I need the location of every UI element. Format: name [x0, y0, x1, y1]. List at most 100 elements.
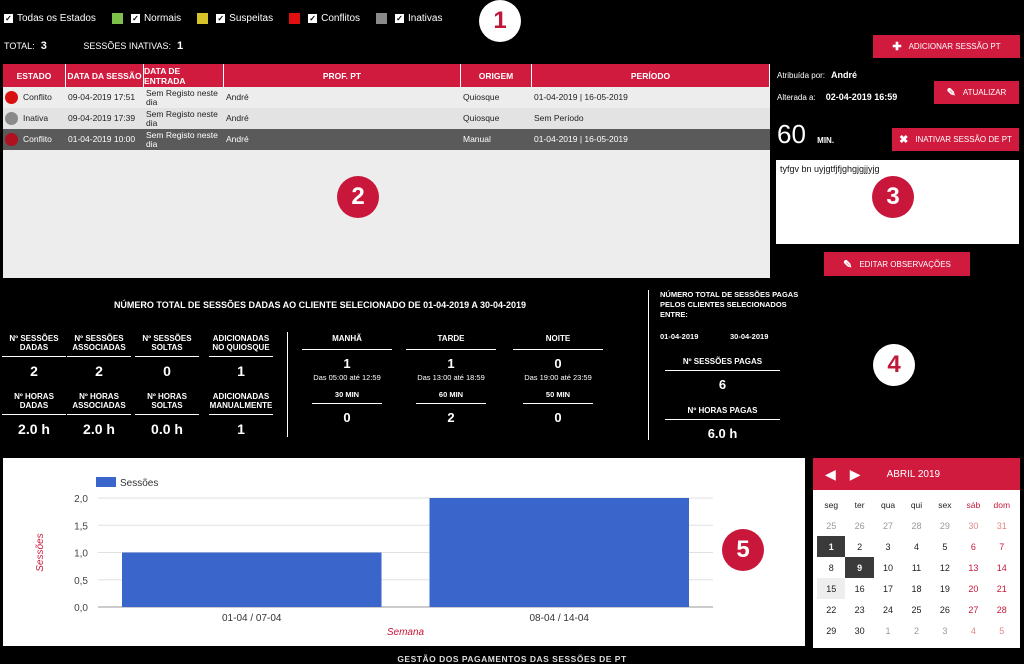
deactivate-session-button[interactable]: ✖ Inativar sessão de PT	[892, 128, 1019, 151]
calendar-day[interactable]: 24	[883, 604, 894, 615]
sessions-bar-chart: 0,0 0,5 1,0 1,5 2,0 01-04 / 07-04 08-04 / 14-0…	[35, 477, 713, 638]
inactive-sessions-value: 1	[177, 40, 184, 52]
calendar-day[interactable]: 2	[857, 541, 863, 552]
calendar-day[interactable]: 4	[913, 541, 919, 552]
sessions-chart: 0,0 0,5 1,0 1,5 2,0 01-04 / 07-04 08-04 / 14-0…	[3, 458, 805, 646]
filter-item[interactable]: ✓ Normais	[111, 12, 182, 24]
period-value: 1	[343, 356, 351, 371]
calendar-day[interactable]: 29	[939, 520, 950, 531]
add-session-button[interactable]: ✚ Adicionar sessão PT	[873, 35, 1020, 58]
calendar-day[interactable]: 1	[817, 536, 846, 557]
filter-label: Normais	[143, 12, 182, 24]
period-minutes-label: 50 MIN	[523, 390, 593, 404]
filter-item[interactable]: ✓ Todas os Estados	[4, 13, 96, 24]
bar	[122, 552, 382, 607]
calendar-day[interactable]: 5	[942, 541, 948, 552]
calendar-day[interactable]: 23	[854, 604, 865, 615]
calendar-day[interactable]: 5	[999, 625, 1005, 636]
filter-checkbox[interactable]: ✓	[308, 13, 318, 23]
x-axis-label: Semana	[387, 627, 425, 638]
calendar-day[interactable]: 17	[883, 583, 894, 594]
prev-month-icon[interactable]: ◀	[825, 465, 836, 482]
column-header[interactable]: DATA DE ENTRADA	[144, 64, 224, 87]
annotation-badge-4: 4	[873, 344, 915, 386]
calendar-day[interactable]: 13	[968, 562, 979, 573]
calendar-day[interactable]: 30	[968, 520, 979, 531]
calendar-day[interactable]: 25	[911, 604, 922, 615]
calendar-day[interactable]: 31	[996, 520, 1007, 531]
column-header[interactable]: ORIGEM	[461, 64, 532, 87]
calendar-day[interactable]: 1	[885, 625, 891, 636]
table-row[interactable]: Conflito 01-04-2019 10:00 Sem Registo nest…	[3, 129, 770, 150]
table-row[interactable]: Conflito 09-04-2019 17:51 Sem Registo nest…	[3, 87, 770, 108]
calendar-day[interactable]: 3	[885, 541, 891, 552]
assigned-by-value: André	[831, 70, 858, 80]
filter-item[interactable]: ✓ Suspeitas	[197, 12, 273, 24]
edit-observations-button[interactable]: ✎ Editar observações	[824, 252, 970, 276]
calendar-day[interactable]: 11	[911, 562, 922, 573]
stat-cell: Nº SESSÕES DADAS 2	[2, 332, 66, 379]
stat-cell: Nº HORAS ASSOCIADAS 2.0 h	[67, 390, 131, 437]
calendar-day[interactable]: 2	[913, 625, 919, 636]
calendar-day[interactable]: 26	[939, 604, 950, 615]
sessions-table: ESTADO DATA DA SESSÃO DATA DE ENTRADA PROF.…	[3, 64, 770, 278]
calendar-day[interactable]: 28	[911, 520, 922, 531]
weekday-header: dom	[993, 499, 1011, 510]
period-minutes-value: 0	[343, 410, 351, 425]
calendar-day[interactable]: 19	[939, 583, 950, 594]
calendar-day[interactable]: 22	[826, 604, 837, 615]
calendar-day[interactable]: 4	[970, 625, 976, 636]
stat-cell: Nº HORAS DADAS 2.0 h	[2, 390, 66, 437]
calendar-day[interactable]: 28	[996, 604, 1007, 615]
sessions-statistics: NÚMERO TOTAL DE SESSÕES DADAS AO CLIENTE…	[0, 284, 1024, 454]
filter-item[interactable]: ✓ Conflitos	[289, 12, 360, 24]
calendar-day[interactable]: 9	[845, 557, 874, 578]
table-row[interactable]: Inativa 09-04-2019 17:39 Sem Registo neste…	[3, 108, 770, 129]
period-value: 1	[447, 356, 455, 371]
stat-value: 2	[95, 363, 103, 379]
calendar-day[interactable]: 12	[939, 562, 950, 573]
table-cell: 09-04-2019 17:39	[68, 113, 136, 123]
calendar-day[interactable]: 6	[970, 541, 976, 552]
calendar-day[interactable]: 21	[996, 583, 1007, 594]
update-button[interactable]: ✎ Atualizar	[934, 81, 1019, 104]
filter-checkbox[interactable]: ✓	[4, 13, 13, 23]
filter-item[interactable]: ✓ Inativas	[376, 12, 443, 24]
column-header[interactable]: ESTADO	[3, 64, 66, 87]
calendar-day[interactable]: 7	[999, 541, 1005, 552]
column-header[interactable]: PERÍODO	[532, 64, 770, 87]
filter-checkbox[interactable]: ✓	[395, 13, 404, 23]
calendar-day[interactable]: 10	[883, 562, 894, 573]
calendar-day[interactable]: 16	[854, 583, 865, 594]
calendar-day[interactable]: 3	[942, 625, 948, 636]
edit-icon: ✎	[946, 87, 956, 99]
table-cell: Inativa	[3, 108, 66, 129]
column-header[interactable]: PROF. PT	[224, 64, 461, 87]
filter-label: Inativas	[408, 12, 443, 24]
calendar-day[interactable]: 27	[883, 520, 894, 531]
calendar-day[interactable]: 25	[826, 520, 837, 531]
calendar-day[interactable]: 15	[817, 578, 846, 599]
assigned-by-label: Atribuída por:	[777, 71, 826, 80]
period-value: 0	[554, 356, 562, 371]
calendar-day[interactable]: 29	[826, 625, 837, 636]
column-header[interactable]: DATA DA SESSÃO	[66, 64, 144, 87]
filter-checkbox[interactable]: ✓	[216, 13, 226, 23]
calendar-day[interactable]: 26	[854, 520, 865, 531]
filter-checkbox[interactable]: ✓	[130, 13, 140, 23]
calendar-day[interactable]: 20	[968, 583, 979, 594]
totals-summary: TOTAL: 3 SESSÕES INATIVAS: 1	[4, 40, 217, 52]
paid-hours-label: Nº HORAS PAGAS	[665, 406, 780, 420]
calendar-day[interactable]: 8	[828, 562, 834, 573]
stat-cell: Nº SESSÕES ASSOCIADAS 2	[67, 332, 131, 379]
weekday-header: sex	[938, 499, 952, 510]
calendar-day[interactable]: 27	[968, 604, 979, 615]
status-color-swatch	[111, 12, 123, 24]
payments-section-title: GESTÃO DOS PAGAMENTOS DAS SESSÕES DE PT	[397, 654, 627, 664]
calendar-day[interactable]: 30	[854, 625, 865, 636]
period-label: TARDE	[406, 334, 496, 350]
next-month-icon[interactable]: ▶	[849, 465, 861, 482]
calendar-day[interactable]: 18	[911, 583, 922, 594]
period-minutes-label: 60 MIN	[416, 390, 486, 404]
calendar-day[interactable]: 14	[996, 562, 1007, 573]
